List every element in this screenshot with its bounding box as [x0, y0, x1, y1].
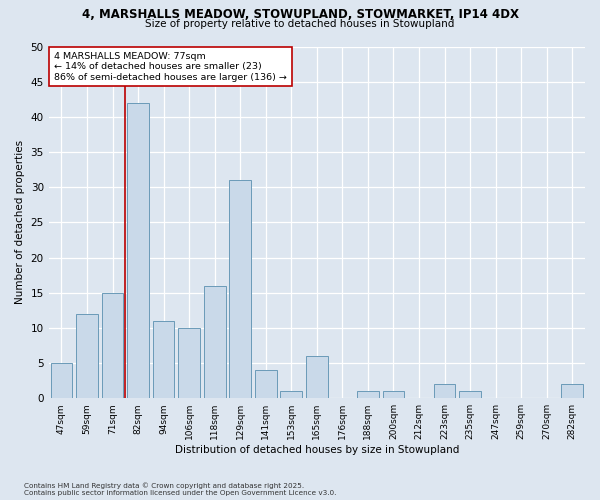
Text: Contains HM Land Registry data © Crown copyright and database right 2025.: Contains HM Land Registry data © Crown c… [24, 482, 304, 489]
Text: Size of property relative to detached houses in Stowupland: Size of property relative to detached ho… [145, 19, 455, 29]
Bar [178, 328, 200, 398]
X-axis label: Distribution of detached houses by size in Stowupland: Distribution of detached houses by size … [175, 445, 459, 455]
Y-axis label: Number of detached properties: Number of detached properties [15, 140, 25, 304]
Text: 4 MARSHALLS MEADOW: 77sqm
← 14% of detached houses are smaller (23)
86% of semi-: 4 MARSHALLS MEADOW: 77sqm ← 14% of detac… [54, 52, 287, 82]
Bar [50, 363, 72, 398]
Bar [127, 103, 149, 398]
Bar [306, 356, 328, 398]
Bar [434, 384, 455, 398]
Bar [255, 370, 277, 398]
Bar [459, 391, 481, 398]
Bar [383, 391, 404, 398]
Bar [76, 314, 98, 398]
Text: Contains public sector information licensed under the Open Government Licence v3: Contains public sector information licen… [24, 490, 337, 496]
Text: 4, MARSHALLS MEADOW, STOWUPLAND, STOWMARKET, IP14 4DX: 4, MARSHALLS MEADOW, STOWUPLAND, STOWMAR… [82, 8, 518, 20]
Bar [204, 286, 226, 398]
Bar [153, 321, 175, 398]
Bar [562, 384, 583, 398]
Bar [280, 391, 302, 398]
Bar [101, 292, 124, 398]
Bar [229, 180, 251, 398]
Bar [357, 391, 379, 398]
